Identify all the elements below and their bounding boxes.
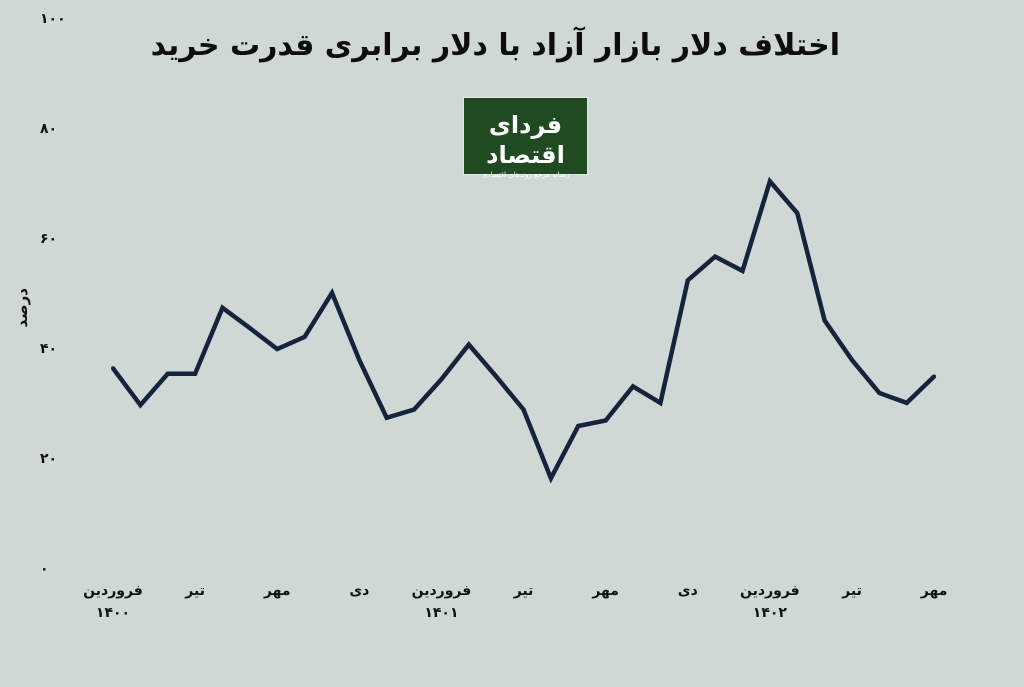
x-tick-label: فروردین ۱۴۰۱ xyxy=(411,583,472,621)
data-point xyxy=(439,377,444,382)
data-point xyxy=(521,407,526,412)
y-tick-label: ۶۰ xyxy=(40,231,58,247)
data-point xyxy=(713,254,718,259)
data-points xyxy=(111,179,937,481)
data-point xyxy=(877,391,882,395)
data-point xyxy=(412,407,417,412)
y-axis-label: درصد xyxy=(13,288,31,328)
x-tick-label: دی xyxy=(349,583,370,599)
x-tick-label: تیر xyxy=(185,583,205,599)
x-tick-label: مهر xyxy=(263,583,291,599)
data-point xyxy=(275,347,280,351)
chart-title: اختلاف دلار بازار آزاد با دلار برابری قد… xyxy=(150,28,840,63)
data-point xyxy=(357,358,362,362)
data-point xyxy=(795,211,800,216)
data-point xyxy=(685,278,690,283)
y-tick-label: ۴۰ xyxy=(40,341,58,357)
data-point xyxy=(932,374,937,379)
logo-name: فردای اقتصاد xyxy=(486,111,565,169)
data-point xyxy=(111,366,115,371)
data-point xyxy=(165,371,170,376)
y-tick-label: ۲۰ xyxy=(40,451,58,467)
data-point xyxy=(822,318,827,323)
data-point xyxy=(302,334,307,339)
data-point xyxy=(548,476,553,481)
y-tick-label: ۱۰۰ xyxy=(40,11,66,27)
x-tick-label: مهر xyxy=(592,583,619,599)
x-tick-label: فروردین ۱۴۰۲ xyxy=(740,583,800,621)
y-tick-label: ۸۰ xyxy=(40,121,58,137)
x-tick-label: فروردین ۱۴۰۰ xyxy=(83,583,143,621)
logo-subtitle: رسانه مرجع روندهای اقتصادی xyxy=(481,171,570,179)
y-tick-label: ۰ xyxy=(40,561,49,577)
data-point xyxy=(138,403,143,408)
data-point xyxy=(904,400,909,405)
data-point xyxy=(576,424,581,428)
x-tick-label: تیر xyxy=(513,583,534,599)
data-point xyxy=(740,268,745,273)
data-point xyxy=(603,418,608,423)
data-point xyxy=(384,415,389,420)
x-tick-label: دی xyxy=(677,583,698,599)
data-point xyxy=(247,326,252,331)
data-point xyxy=(631,384,635,389)
brand-logo: فردای اقتصاد رسانه مرجع روندهای اقتصادی xyxy=(463,97,588,179)
data-point xyxy=(330,290,334,295)
data-point xyxy=(220,305,225,310)
data-point xyxy=(466,342,471,347)
x-tick-label: مهر xyxy=(920,583,948,599)
series-line xyxy=(111,176,936,484)
data-point xyxy=(193,371,198,376)
data-point xyxy=(658,400,663,405)
x-tick-label: تیر xyxy=(842,583,862,599)
data-point xyxy=(767,179,772,184)
data-point xyxy=(494,374,499,379)
data-point xyxy=(850,358,854,362)
